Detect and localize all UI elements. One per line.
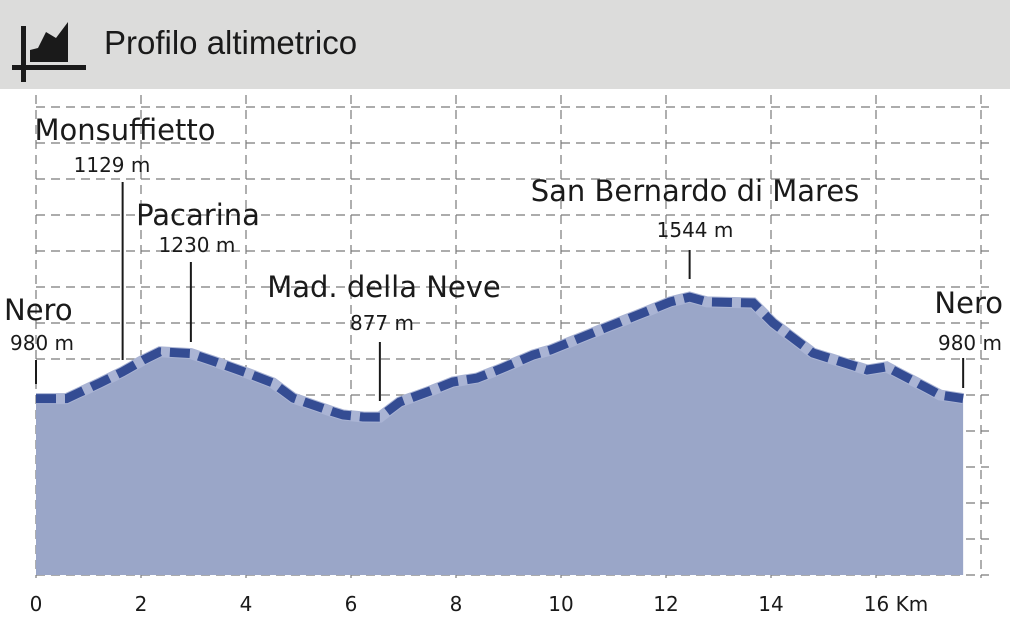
- annotation-elevation: 877 m: [350, 311, 414, 335]
- profile-area: [36, 297, 964, 575]
- annotation-name: Monsuffietto: [35, 113, 216, 147]
- x-tick-label: 6: [345, 592, 358, 616]
- x-axis-ticks: 0 2 4 6 8 10 12 14 16 Km: [30, 592, 929, 616]
- elevation-profile-icon: [12, 22, 86, 82]
- annotation-name: San Bernardo di Mares: [531, 174, 860, 208]
- x-tick-label: 12: [653, 592, 678, 616]
- header-title: Profilo altimetrico: [104, 24, 358, 61]
- x-tick-label: 16 Km: [864, 592, 928, 616]
- x-tick-label: 4: [240, 592, 253, 616]
- profile-line: [36, 292, 964, 422]
- x-tick-label: 14: [758, 592, 783, 616]
- x-tick-label: 0: [30, 592, 43, 616]
- annotation-elevation: 1129 m: [74, 153, 151, 177]
- annotation-name: Pacarina: [136, 198, 260, 232]
- annotation-elevation: 1544 m: [657, 218, 734, 242]
- annotation-elevation: 980 m: [10, 331, 74, 355]
- annotation-name: Mad. della Neve: [267, 270, 501, 304]
- x-tick-label: 8: [450, 592, 463, 616]
- annotation-name: Nero: [934, 286, 1003, 320]
- annotation-elevation: 1230 m: [159, 233, 236, 257]
- annotation-elevation: 980 m: [938, 331, 1002, 355]
- header-bar: Profilo altimetrico: [0, 0, 1010, 89]
- x-tick-label: 10: [548, 592, 573, 616]
- annotation-name: Nero: [4, 293, 73, 327]
- x-tick-label: 2: [135, 592, 148, 616]
- peak-annotations: Nero 980 m Monsuffietto 1129 m Pacarina1230 …: [4, 113, 1003, 401]
